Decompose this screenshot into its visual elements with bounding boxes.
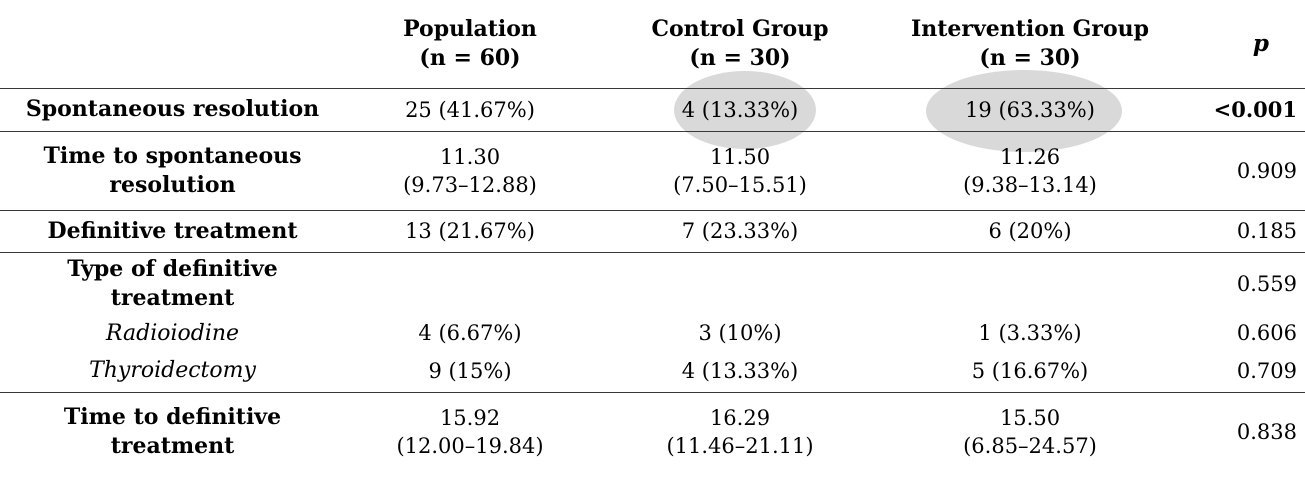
cell-p-value: 0.559 [1236, 272, 1297, 297]
header-control-group: Control Group (n = 30) [595, 0, 885, 89]
row-label: Spontaneous resolution [0, 88, 345, 132]
cell-population: 11.30 (9.73–12.88) [345, 131, 595, 211]
cell-intervention: 6 (20%) [885, 210, 1175, 253]
row-spontaneous-resolution: Spontaneous resolution 25 (41.67%) 4 (13… [0, 88, 1305, 132]
cell-intervention: 11.26 (9.38–13.14) [885, 131, 1175, 211]
row-time-to-spontaneous-resolution: Time to spontaneous resolution 11.30 (9.… [0, 131, 1305, 211]
header-p-value: p [1175, 0, 1305, 89]
row-thyroidectomy: Thyroidectomy 9 (15%) 4 (13.33%) 5 (16.6… [0, 350, 1305, 393]
cell-p-value: <0.001 [1175, 88, 1305, 132]
cell-p-value: 0.606 [1236, 321, 1297, 345]
row-label: Time to spontaneous resolution [0, 131, 345, 211]
cell-population [345, 252, 595, 316]
cell-population: 4 (6.67%) [418, 321, 522, 345]
table-header-row: Population (n = 60) Control Group (n = 3… [0, 0, 1305, 89]
cell-p-value: 0.838 [1236, 420, 1297, 445]
study-results-table: Population (n = 60) Control Group (n = 3… [0, 0, 1305, 472]
cell-intervention [885, 252, 1175, 316]
cell-control: 4 (13.33%) [595, 88, 885, 132]
row-label: Definitive treatment [0, 210, 345, 253]
cell-population: 9 (15%) [345, 350, 595, 393]
cell-intervention: 5 (16.67%) [885, 350, 1175, 393]
cell-population: 25 (41.67%) [345, 88, 595, 132]
cell-control [595, 252, 885, 316]
cell-p-value: 0.185 [1175, 210, 1305, 253]
cell-control: 16.29 (11.46–21.11) [666, 406, 814, 459]
cell-control: 7 (23.33%) [595, 210, 885, 253]
cell-control: 11.50 (7.50–15.51) [595, 131, 885, 211]
row-radioiodine: Radioiodine 4 (6.67%) 3 (10%) 1 (3.33%) … [0, 316, 1305, 350]
header-row-label [0, 0, 345, 89]
cell-control: 3 (10%) [698, 321, 782, 345]
row-type-of-definitive-treatment: Type of definitive treatment 0.559 [0, 252, 1305, 316]
header-population: Population (n = 60) [345, 0, 595, 89]
row-label: Thyroidectomy [0, 350, 345, 393]
cell-control: 4 (13.33%) [595, 350, 885, 393]
row-label: Time to definitive treatment [63, 404, 282, 460]
row-definitive-treatment: Definitive treatment 13 (21.67%) 7 (23.3… [0, 210, 1305, 253]
cell-intervention: 19 (63.33%) [885, 88, 1175, 132]
cell-p-value: 0.709 [1175, 350, 1305, 393]
row-label: Radioiodine [105, 320, 240, 346]
row-label: Type of definitive treatment [67, 256, 278, 312]
cell-intervention: 1 (3.33%) [978, 321, 1082, 345]
cell-p-value: 0.909 [1175, 131, 1305, 211]
cell-population: 15.92 (12.00–19.84) [396, 406, 544, 459]
row-time-to-definitive-treatment: Time to definitive treatment 15.92 (12.0… [0, 392, 1305, 472]
cell-intervention: 15.50 (6.85–24.57) [963, 406, 1097, 459]
cell-population: 13 (21.67%) [345, 210, 595, 253]
header-intervention-group: Intervention Group (n = 30) [885, 0, 1175, 89]
